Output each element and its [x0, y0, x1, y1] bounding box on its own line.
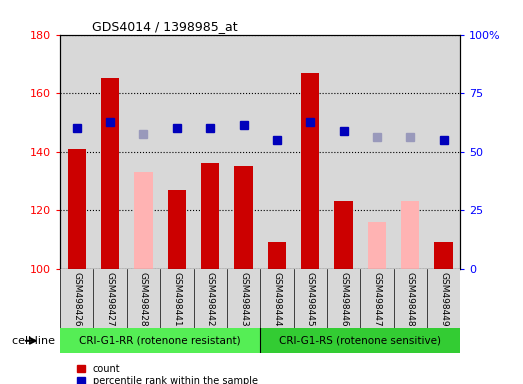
Bar	[94, 269, 127, 328]
Text: GSM498442: GSM498442	[206, 272, 214, 326]
Bar	[194, 35, 227, 269]
Bar	[127, 35, 160, 269]
Bar	[360, 35, 393, 269]
Bar	[401, 202, 419, 269]
Text: GSM498428: GSM498428	[139, 272, 148, 326]
Bar	[360, 269, 393, 328]
Text: GSM498441: GSM498441	[173, 272, 181, 326]
Bar	[168, 190, 186, 269]
Bar	[101, 78, 119, 269]
Text: GSM498427: GSM498427	[106, 272, 115, 326]
Text: GSM498449: GSM498449	[439, 272, 448, 326]
Bar	[260, 35, 293, 269]
Bar	[60, 35, 94, 269]
Bar	[60, 328, 260, 353]
Bar	[227, 269, 260, 328]
Text: GSM498448: GSM498448	[406, 272, 415, 326]
Text: GSM498446: GSM498446	[339, 272, 348, 326]
Bar	[260, 328, 460, 353]
Bar	[67, 149, 86, 269]
Bar	[194, 269, 227, 328]
Text: GSM498426: GSM498426	[72, 272, 81, 326]
Bar	[94, 35, 127, 269]
Bar	[293, 35, 327, 269]
Text: CRI-G1-RR (rotenone resistant): CRI-G1-RR (rotenone resistant)	[79, 336, 241, 346]
Legend: count, percentile rank within the sample, value, Detection Call = ABSENT, rank, : count, percentile rank within the sample…	[75, 362, 260, 384]
Bar	[160, 35, 194, 269]
Bar	[334, 202, 353, 269]
Bar	[268, 242, 286, 269]
Bar	[227, 35, 260, 269]
Bar	[293, 269, 327, 328]
Bar	[435, 242, 453, 269]
Bar	[427, 35, 460, 269]
Bar	[160, 269, 194, 328]
Bar	[60, 269, 94, 328]
Bar	[134, 172, 153, 269]
Text: GDS4014 / 1398985_at: GDS4014 / 1398985_at	[92, 20, 238, 33]
Text: CRI-G1-RS (rotenone sensitive): CRI-G1-RS (rotenone sensitive)	[279, 336, 441, 346]
Bar	[427, 269, 460, 328]
Bar	[327, 269, 360, 328]
Bar	[234, 166, 253, 269]
Bar	[394, 269, 427, 328]
Text: cell line: cell line	[12, 336, 55, 346]
Bar	[201, 164, 219, 269]
Bar	[394, 35, 427, 269]
Text: GSM498443: GSM498443	[239, 272, 248, 326]
Bar	[127, 269, 160, 328]
Text: GSM498444: GSM498444	[272, 272, 281, 326]
Text: GSM498445: GSM498445	[306, 272, 315, 326]
Text: GSM498447: GSM498447	[372, 272, 381, 326]
Bar	[301, 73, 320, 269]
Bar	[260, 269, 293, 328]
Bar	[327, 35, 360, 269]
Bar	[368, 222, 386, 269]
